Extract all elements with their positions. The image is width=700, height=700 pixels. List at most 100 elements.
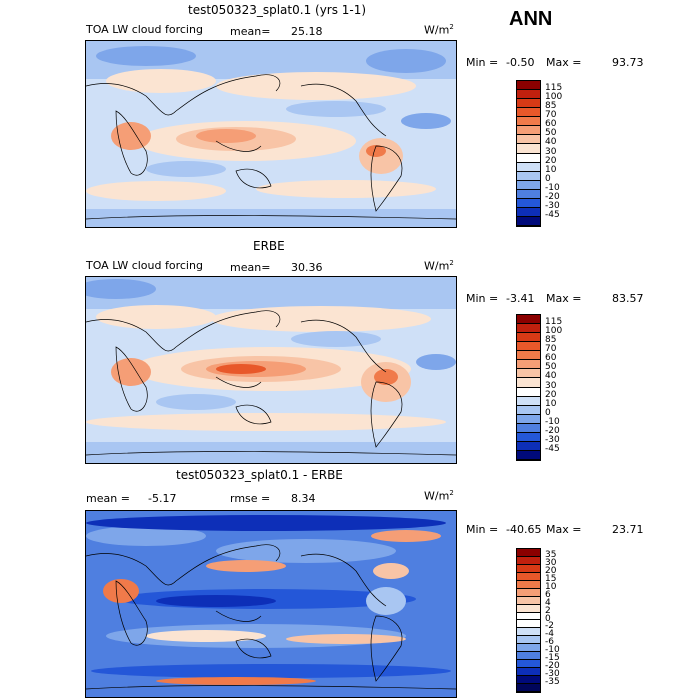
- colorbar-swatch: [517, 189, 540, 199]
- colorbar-swatch: [517, 660, 540, 669]
- colorbar-swatch: [517, 556, 540, 565]
- colorbar-swatch: [517, 684, 540, 692]
- colorbar-swatch: [517, 612, 540, 621]
- units-label: W/m2: [424, 489, 454, 503]
- colorbar-swatch: [517, 135, 540, 145]
- colorbar-swatch: [517, 180, 540, 190]
- colorbar-level-label: -45: [545, 209, 560, 220]
- colorbar-swatch: [517, 668, 540, 677]
- colorbar-swatch: [517, 324, 540, 334]
- world-map: [85, 510, 457, 698]
- colorbar-level-label: 70: [545, 344, 557, 355]
- world-map: [85, 40, 457, 228]
- colorbar-level-label: -30: [545, 669, 560, 680]
- mean-label: mean =: [86, 492, 130, 505]
- colorbar-level-label: -45: [545, 443, 560, 454]
- colorbar-swatch: [517, 378, 540, 388]
- colorbar-level-label: 0: [545, 613, 551, 624]
- colorbar-swatch: [517, 108, 540, 118]
- colorbar-level-label: 10: [545, 581, 557, 592]
- colorbar-level-label: 30: [545, 557, 557, 568]
- colorbar-level-label: 40: [545, 137, 557, 148]
- colorbar-swatch: [517, 441, 540, 451]
- colorbar-swatch: [517, 644, 540, 653]
- variable-label: TOA LW cloud forcing: [86, 23, 203, 36]
- colorbar: [516, 314, 541, 461]
- colorbar-swatch: [517, 171, 540, 181]
- colorbar-swatch: [517, 596, 540, 605]
- colorbar-swatch: [517, 207, 540, 217]
- colorbar-swatch: [517, 450, 540, 460]
- colorbar-level-label: 100: [545, 326, 563, 337]
- colorbar-swatch: [517, 572, 540, 581]
- colorbar-swatch: [517, 636, 540, 645]
- colorbar-swatch: [517, 620, 540, 629]
- colorbar-swatch: [517, 432, 540, 442]
- colorbar-level-label: -10: [545, 645, 560, 656]
- colorbar-level-label: 100: [545, 92, 563, 103]
- colorbar-swatch: [517, 628, 540, 637]
- season-label: ANN: [509, 8, 553, 30]
- min-label: Min =: [466, 292, 499, 305]
- colorbar-level-label: 50: [545, 362, 557, 373]
- colorbar-level-label: 10: [545, 164, 557, 175]
- colorbar-level-label: 15: [545, 573, 557, 584]
- units-label: W/m2: [424, 23, 454, 37]
- units-label: W/m2: [424, 259, 454, 273]
- max-label: Max =: [546, 523, 582, 536]
- colorbar-swatch: [517, 81, 540, 91]
- rmse-value: 8.34: [291, 492, 316, 505]
- min-value: -3.41: [506, 292, 535, 305]
- colorbar-swatch: [517, 342, 540, 352]
- colorbar-swatch: [517, 198, 540, 208]
- colorbar-level-label: 30: [545, 146, 557, 157]
- colorbar-swatch: [517, 549, 540, 557]
- colorbar-swatch: [517, 414, 540, 424]
- colorbar-swatch: [517, 126, 540, 136]
- mean-value: -5.17: [148, 492, 177, 505]
- colorbar-level-label: -30: [545, 434, 560, 445]
- colorbar-level-label: 35: [545, 549, 557, 560]
- colorbar-swatch: [517, 99, 540, 109]
- colorbar-level-label: 20: [545, 155, 557, 166]
- colorbar-swatch: [517, 564, 540, 573]
- colorbar-level-label: 85: [545, 335, 557, 346]
- colorbar-swatch: [517, 652, 540, 661]
- colorbar-level-label: 115: [545, 83, 563, 94]
- colorbar-level-label: 30: [545, 380, 557, 391]
- colorbar: [516, 548, 541, 693]
- panel-title: ERBE: [253, 239, 285, 253]
- colorbar-level-label: 2: [545, 605, 551, 616]
- colorbar-level-label: -6: [545, 637, 554, 648]
- colorbar-swatch: [517, 117, 540, 127]
- max-label: Max =: [546, 56, 582, 69]
- colorbar-swatch: [517, 333, 540, 343]
- colorbar-swatch: [517, 216, 540, 226]
- mean-label: mean=: [230, 25, 271, 38]
- colorbar-level-label: -4: [545, 629, 554, 640]
- mean-value: 30.36: [291, 261, 323, 274]
- colorbar-level-label: -2: [545, 621, 554, 632]
- colorbar-level-label: 70: [545, 110, 557, 121]
- max-value: 93.73: [612, 56, 644, 69]
- colorbar-swatch: [517, 315, 540, 325]
- colorbar-swatch: [517, 351, 540, 361]
- colorbar-level-label: -10: [545, 182, 560, 193]
- colorbar-level-label: 60: [545, 119, 557, 130]
- colorbar-level-label: 115: [545, 317, 563, 328]
- panel-title: test050323_splat0.1 - ERBE: [176, 468, 343, 482]
- colorbar-swatch: [517, 588, 540, 597]
- colorbar-swatch: [517, 396, 540, 406]
- max-label: Max =: [546, 292, 582, 305]
- colorbar-level-label: 10: [545, 398, 557, 409]
- colorbar-swatch: [517, 144, 540, 154]
- world-map: [85, 276, 457, 464]
- colorbar-level-label: 4: [545, 597, 551, 608]
- colorbar-level-label: 6: [545, 589, 551, 600]
- colorbar-swatch: [517, 360, 540, 370]
- colorbar-level-label: -20: [545, 425, 560, 436]
- colorbar: [516, 80, 541, 227]
- colorbar-level-label: -20: [545, 191, 560, 202]
- panel-title: test050323_splat0.1 (yrs 1-1): [188, 3, 367, 17]
- colorbar-swatch: [517, 162, 540, 172]
